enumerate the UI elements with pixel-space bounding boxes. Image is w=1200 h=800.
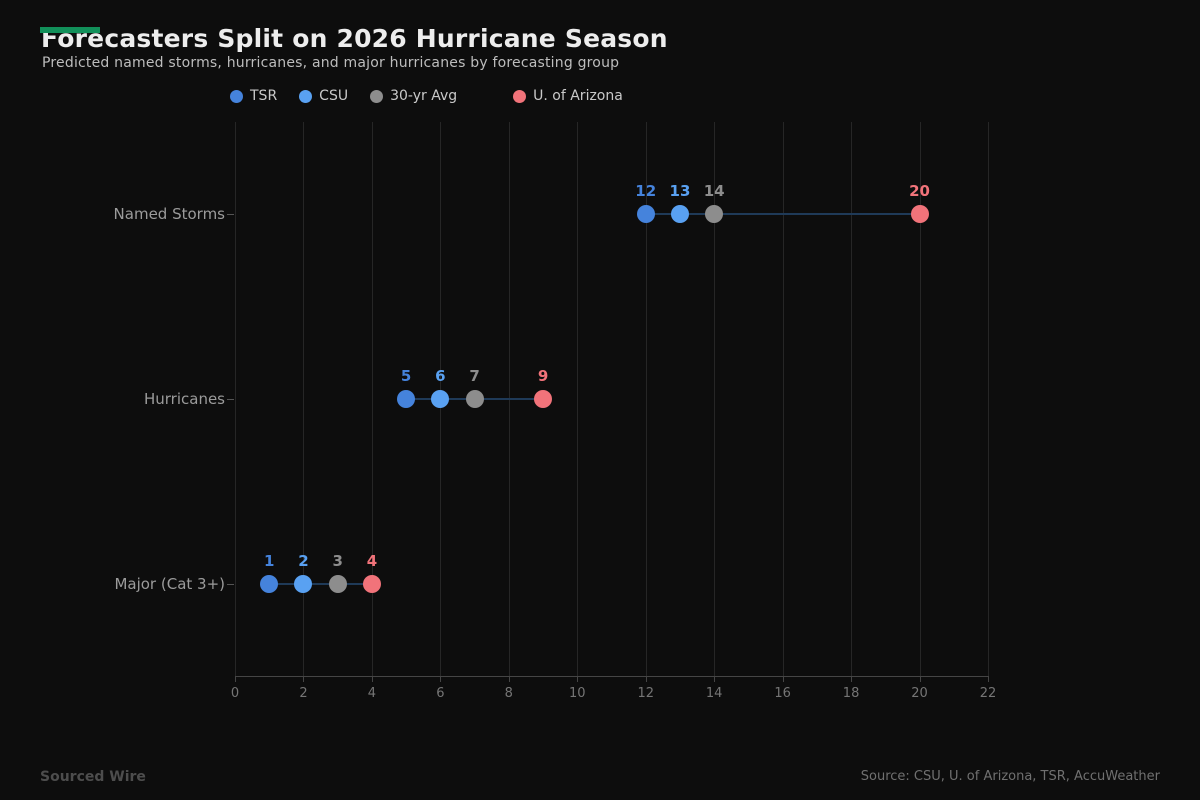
x-tick-label: 2 bbox=[299, 686, 308, 701]
data-point-value: 12 bbox=[635, 182, 657, 201]
data-point-value: 4 bbox=[366, 551, 378, 570]
x-tick-label: 14 bbox=[705, 686, 723, 701]
data-point-value: 5 bbox=[400, 367, 412, 385]
y-tick-mark bbox=[227, 583, 234, 585]
gridline-x-10 bbox=[577, 122, 579, 676]
legend-dot-icon bbox=[370, 89, 384, 103]
data-point-30-yr-avg bbox=[705, 205, 724, 224]
data-point-tsr bbox=[636, 205, 655, 224]
legend-item-u-of-arizona: U. of Arizona bbox=[513, 88, 623, 104]
brand-label: Sourced Wire bbox=[40, 769, 146, 785]
gridline-x-22 bbox=[988, 122, 989, 676]
data-point-csu bbox=[670, 205, 689, 224]
x-tick-label: 22 bbox=[979, 686, 997, 701]
connector-line bbox=[269, 582, 372, 585]
gridline-x-4 bbox=[371, 122, 373, 676]
data-point-csu bbox=[294, 574, 313, 593]
x-tick-mark bbox=[508, 676, 510, 682]
chart-subtitle: Predicted named storms, hurricanes, and … bbox=[42, 55, 620, 71]
gridline-x-2 bbox=[303, 122, 305, 676]
x-tick-mark bbox=[577, 676, 579, 682]
source-label: Source: CSU, U. of Arizona, TSR, AccuWea… bbox=[860, 769, 1160, 784]
data-point-value: 7 bbox=[469, 367, 480, 385]
data-point-tsr bbox=[397, 390, 416, 408]
data-point-value: 9 bbox=[537, 367, 549, 385]
y-category-label: Hurricanes bbox=[143, 390, 225, 408]
y-category-label: Named Storms bbox=[113, 205, 225, 224]
data-point-value: 13 bbox=[669, 182, 691, 201]
x-tick-mark bbox=[235, 676, 236, 682]
data-point-30-yr-avg bbox=[328, 574, 347, 593]
gridline-x-0 bbox=[235, 122, 236, 676]
data-point-csu bbox=[431, 390, 450, 408]
x-tick-label: 12 bbox=[637, 686, 654, 701]
x-tick-mark bbox=[851, 676, 853, 682]
x-axis-line bbox=[235, 676, 988, 677]
gridline-x-20 bbox=[919, 122, 921, 676]
chart-title: Forecasters Split on 2026 Hurricane Seas… bbox=[41, 24, 668, 53]
legend-item-30-yr-avg: 30-yr Avg bbox=[370, 88, 457, 104]
data-point-u-of-arizona bbox=[362, 574, 381, 593]
x-tick-mark bbox=[645, 676, 647, 682]
gridline-x-16 bbox=[782, 122, 784, 676]
gridline-x-18 bbox=[851, 122, 853, 676]
data-point-tsr bbox=[260, 574, 279, 593]
x-tick-label: 6 bbox=[436, 686, 445, 701]
data-point-value: 6 bbox=[435, 367, 446, 385]
legend-label: 30-yr Avg bbox=[390, 88, 458, 104]
legend-dot-icon bbox=[513, 89, 527, 103]
y-tick-mark bbox=[227, 214, 234, 216]
x-tick-label: 16 bbox=[774, 686, 791, 701]
y-category-label: Major (Cat 3+) bbox=[114, 574, 225, 593]
legend-label: CSU bbox=[319, 88, 349, 104]
data-point-value: 20 bbox=[909, 182, 930, 201]
legend-dot-icon bbox=[230, 89, 243, 103]
data-point-value: 14 bbox=[703, 182, 725, 201]
x-tick-mark bbox=[303, 676, 305, 682]
legend-item-csu: CSU bbox=[299, 88, 348, 104]
gridline-x-12 bbox=[645, 122, 647, 676]
x-tick-label: 4 bbox=[367, 686, 377, 701]
accent-bar bbox=[40, 27, 100, 33]
data-point-u-of-arizona bbox=[910, 205, 929, 224]
data-point-value: 2 bbox=[298, 551, 309, 570]
x-tick-mark bbox=[371, 676, 373, 682]
x-tick-label: 10 bbox=[568, 686, 586, 701]
data-point-value: 1 bbox=[264, 551, 275, 570]
x-tick-label: 20 bbox=[911, 686, 928, 701]
x-tick-mark bbox=[919, 676, 921, 682]
plot-area: 0 2 4 6 8 10 12 14 16 18 20 22 12 13 14 20 5 6 7 9 1 2 3 4 bbox=[231, 122, 996, 701]
x-tick-mark bbox=[782, 676, 784, 682]
legend-item-tsr: TSR bbox=[230, 88, 277, 104]
connector-line bbox=[645, 213, 920, 216]
x-tick-label: 18 bbox=[842, 686, 860, 701]
data-point-u-of-arizona bbox=[534, 390, 553, 408]
x-tick-label: 0 bbox=[230, 686, 240, 701]
x-tick-mark bbox=[714, 676, 716, 682]
y-tick-mark bbox=[227, 399, 234, 400]
legend: TSR CSU 30-yr Avg U. of Arizona bbox=[230, 88, 623, 104]
legend-dot-icon bbox=[299, 89, 313, 103]
data-point-value: 3 bbox=[332, 551, 343, 570]
legend-label: TSR bbox=[250, 88, 278, 104]
legend-label: U. of Arizona bbox=[533, 88, 623, 104]
x-tick-mark bbox=[988, 676, 989, 682]
x-tick-mark bbox=[440, 676, 442, 682]
data-point-30-yr-avg bbox=[465, 390, 484, 408]
gridline-x-14 bbox=[714, 122, 716, 676]
x-tick-label: 8 bbox=[504, 686, 513, 701]
